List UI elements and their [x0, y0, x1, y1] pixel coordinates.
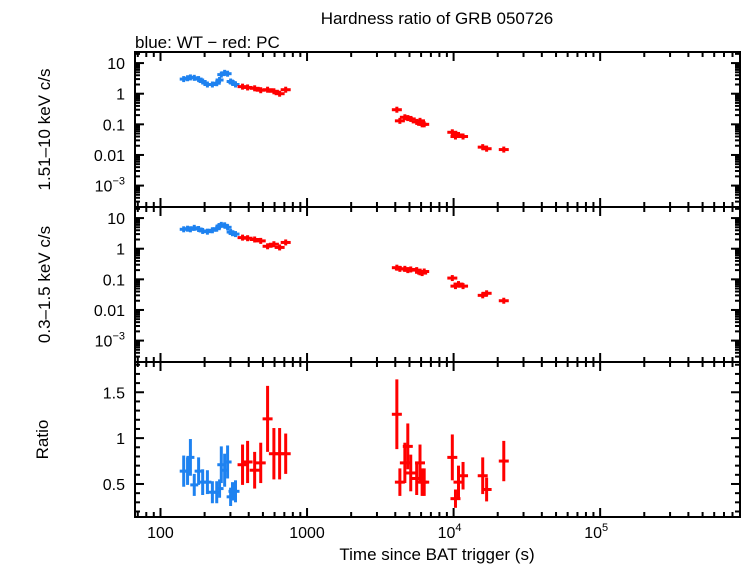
panel-frame	[134, 206, 741, 363]
data-point-wt	[190, 473, 199, 496]
data-point-pc	[394, 117, 405, 124]
y-axis-label: Ratio	[33, 420, 52, 460]
chart-title: Hardness ratio of GRB 050726	[321, 9, 553, 28]
data-point-pc	[419, 468, 430, 496]
chart-subtitle: blue: WT − red: PC	[135, 33, 280, 52]
data-point-pc	[394, 468, 405, 496]
data-point-wt	[186, 439, 195, 476]
data-point-pc	[481, 145, 492, 152]
data-point-wt	[203, 470, 212, 495]
data-point-pc	[268, 241, 279, 248]
data-point-pc	[447, 434, 458, 481]
data-point-wt	[231, 480, 240, 503]
y-axis-label: 1.51–10 keV c/s	[35, 69, 54, 191]
data-point-pc	[498, 440, 509, 482]
y-tick-label: 1.5	[103, 385, 125, 402]
data-point-wt	[215, 479, 224, 498]
panel-frame	[134, 361, 741, 518]
data-point-pc	[249, 85, 260, 92]
data-point-pc	[458, 283, 469, 290]
panel-3: Ratio	[33, 361, 741, 518]
data-point-pc	[274, 90, 285, 97]
y-tick-label: 0.1	[103, 117, 125, 134]
data-point-pc	[447, 275, 458, 282]
data-point-pc	[237, 444, 248, 485]
data-point-pc	[419, 121, 430, 128]
x-tick-label: 100	[147, 525, 174, 542]
data-point-pc	[405, 454, 416, 492]
data-point-pc	[477, 457, 488, 495]
x-axis-label: Time since BAT trigger (s)	[339, 545, 534, 564]
x-tick-label: 1000	[289, 525, 325, 542]
data-point-pc	[262, 86, 273, 93]
y-tick-label: 1	[116, 87, 125, 104]
data-point-pc	[415, 444, 426, 482]
data-point-pc	[391, 106, 402, 113]
y-tick-label: 1	[116, 431, 125, 448]
data-point-pc	[498, 146, 509, 153]
data-point-pc	[458, 461, 469, 490]
data-point-pc	[391, 379, 402, 450]
y-tick-label: 0.01	[94, 303, 125, 320]
y-tick-label: 0.1	[103, 272, 125, 289]
data-point-wt	[223, 445, 232, 479]
data-point-pc	[419, 268, 430, 275]
panel-1: 1.51–10 keV c/s	[35, 51, 741, 208]
data-point-pc	[249, 451, 260, 489]
y-tick-label: 10	[107, 56, 125, 73]
data-point-pc	[262, 243, 273, 250]
data-point-pc	[280, 433, 291, 474]
data-point-wt	[223, 224, 232, 231]
data-point-pc	[498, 297, 509, 304]
data-point-pc	[274, 244, 285, 251]
y-axis-label: 0.3–1.5 keV c/s	[35, 226, 54, 343]
y-tick-label: 1	[116, 242, 125, 259]
data-point-pc	[405, 115, 416, 122]
y-tick-label: 10−3	[95, 176, 125, 196]
data-point-pc	[447, 129, 458, 136]
data-point-wt	[215, 77, 224, 84]
data-point-wt	[198, 78, 207, 85]
data-point-pc	[458, 133, 469, 140]
data-point-pc	[481, 477, 492, 502]
data-point-wt	[223, 70, 232, 77]
panel-2: 0.3–1.5 keV c/s	[35, 206, 741, 363]
data-point-wt	[231, 81, 240, 88]
data-point-wt	[231, 231, 240, 238]
y-tick-label: 0.01	[94, 148, 125, 165]
data-point-pc	[242, 440, 253, 484]
data-point-pc	[280, 86, 291, 93]
x-tick-label: 105	[584, 522, 608, 542]
data-point-pc	[402, 423, 413, 470]
data-point-pc	[268, 88, 279, 95]
data-point-pc	[255, 442, 266, 484]
data-point-pc	[255, 237, 266, 244]
data-point-pc	[280, 239, 291, 246]
y-tick-label: 10	[107, 211, 125, 228]
data-point-pc	[262, 385, 273, 452]
data-point-pc	[481, 290, 492, 297]
data-point-wt	[208, 227, 217, 234]
y-tick-label: 10−3	[95, 331, 125, 351]
y-tick-label: 0.5	[103, 477, 125, 494]
x-tick-label: 104	[438, 522, 462, 542]
